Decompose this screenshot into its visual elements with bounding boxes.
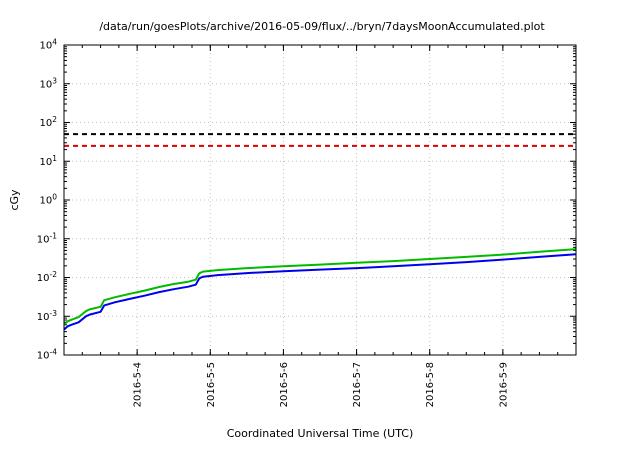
x-tick-label: 2016-5-8 bbox=[425, 362, 436, 407]
y-tick-label: 101 bbox=[39, 154, 57, 168]
x-tick-label: 2016-5-9 bbox=[498, 362, 509, 407]
y-axis-label: cGy bbox=[8, 189, 21, 211]
series-layer bbox=[63, 133, 577, 331]
y-tick-label: 100 bbox=[39, 193, 57, 207]
y-tick-labels: 10-4 10-3 10-2 10-1 100 101 102 103 104 bbox=[37, 38, 57, 362]
x-tick-label: 2016-5-5 bbox=[206, 362, 217, 407]
chart-title: /data/run/goesPlots/archive/2016-05-09/f… bbox=[99, 20, 545, 33]
grid bbox=[64, 44, 576, 356]
series-accumulated-dose-blue bbox=[63, 253, 577, 331]
y-tick-label: 10-3 bbox=[37, 309, 57, 323]
x-tick-label: 2016-5-7 bbox=[352, 362, 363, 407]
x-axis-label: Coordinated Universal Time (UTC) bbox=[227, 427, 414, 440]
y-tick-label: 104 bbox=[39, 38, 57, 52]
plot-border bbox=[63, 44, 577, 356]
x-tick-label: 2016-5-4 bbox=[133, 362, 144, 407]
y-tick-label: 103 bbox=[39, 76, 57, 90]
y-tick-label: 10-1 bbox=[37, 231, 57, 245]
y-tick-label: 10-2 bbox=[37, 270, 57, 284]
x-tick-label: 2016-5-6 bbox=[279, 362, 290, 407]
series-accumulated-dose-green bbox=[63, 248, 577, 326]
y-tick-label: 102 bbox=[39, 115, 57, 129]
y-tick-label: 10-4 bbox=[37, 348, 57, 362]
x-tick-labels: 2016-5-4 2016-5-5 2016-5-6 2016-5-7 2016-5-8… bbox=[133, 362, 510, 407]
